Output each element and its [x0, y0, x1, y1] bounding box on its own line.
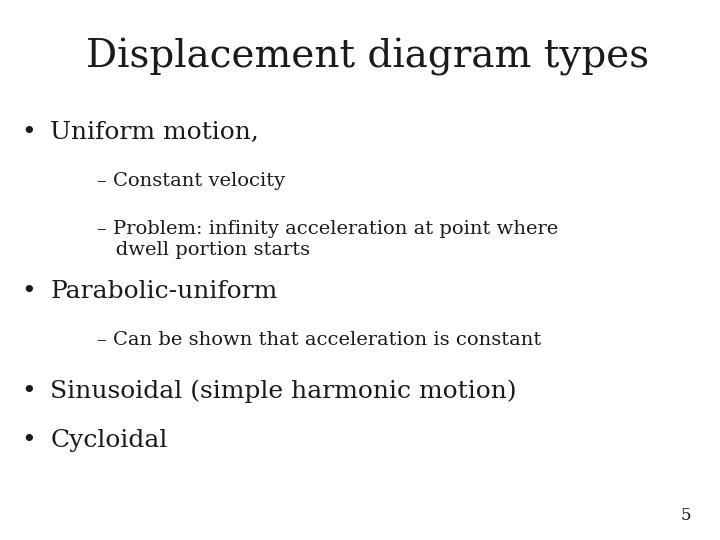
Text: •: • — [22, 121, 36, 144]
Text: – Problem: infinity acceleration at point where: – Problem: infinity acceleration at poin… — [97, 220, 559, 239]
Text: dwell portion starts: dwell portion starts — [97, 241, 310, 259]
Text: Parabolic-uniform: Parabolic-uniform — [50, 280, 278, 303]
Text: Sinusoidal (simple harmonic motion): Sinusoidal (simple harmonic motion) — [50, 380, 517, 403]
Text: Cycloidal: Cycloidal — [50, 429, 168, 451]
Text: 5: 5 — [680, 507, 691, 524]
Text: •: • — [22, 429, 36, 451]
Text: •: • — [22, 380, 36, 403]
Text: •: • — [22, 280, 36, 303]
Text: Uniform motion,: Uniform motion, — [50, 121, 259, 144]
Text: – Constant velocity: – Constant velocity — [97, 172, 285, 190]
Text: Displacement diagram types: Displacement diagram types — [86, 38, 649, 76]
Text: – Can be shown that acceleration is constant: – Can be shown that acceleration is cons… — [97, 331, 541, 349]
